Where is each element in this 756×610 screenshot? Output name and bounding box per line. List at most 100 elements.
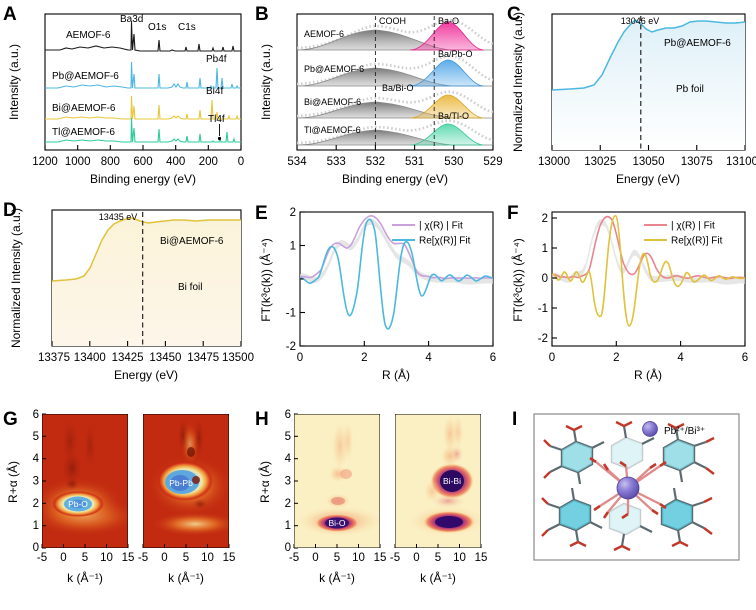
- panel-a-xtick-1: 1000: [65, 156, 91, 168]
- panel-a-xtick-6: 0: [238, 156, 244, 168]
- panel-b-metal-label-3: Ba/Tl-O: [438, 111, 469, 121]
- panel-c-curve-label-0: Pb@AEMOF-6: [664, 38, 731, 49]
- panel-e-xtick-1: 2: [361, 352, 367, 364]
- panel-d: D 13435 eV Bi@AEMOF-6 Bi foil: [0, 196, 254, 396]
- panel-f-ytick-1: -1: [538, 303, 548, 315]
- panel-a-curves: [45, 21, 241, 143]
- panel-f-ytick-3: 1: [542, 243, 548, 255]
- panel-b-row-0: [297, 18, 493, 51]
- panel-b-rows: [297, 16, 493, 150]
- panel-f-label: F: [507, 203, 519, 224]
- ring-top-right: [664, 440, 694, 470]
- panel-g: G: [0, 396, 252, 610]
- peak-label-o1s: O1s: [148, 22, 166, 33]
- panel-b-cooh-label: COOH: [379, 16, 406, 26]
- panel-f-xtick-0: 0: [549, 352, 555, 364]
- row3-envelope: [297, 119, 493, 145]
- panel-e-chart: | χ(R) | Fit Re[χ(R)] Fit 2 1 -1 -2 0 2 …: [258, 207, 496, 382]
- panel-g-map0-xticks: [41, 544, 129, 548]
- panel-f-curves: [552, 215, 745, 327]
- panel-i-label: I: [512, 409, 518, 430]
- panel-b-sample-2: Bi@AEMOF-6: [304, 97, 361, 107]
- panel-g-map1-xtick-3: 10: [201, 552, 214, 564]
- row0-envelope: [297, 18, 493, 50]
- panel-c-curves: [552, 16, 745, 150]
- panel-b-sample-0: AEMOF-6: [304, 29, 344, 39]
- panel-h-ytick-4: 4: [285, 453, 292, 465]
- panel-d-edge-label: 13435 eV: [99, 212, 138, 222]
- carboxylate-top-bonds: [549, 425, 707, 485]
- panel-f-re-chi-fit-curve: [552, 215, 745, 327]
- panel-h-map0-xtick-4: 15: [374, 552, 387, 564]
- panel-a-curve-label-0: AEMOF-6: [66, 30, 111, 41]
- panel-b-xtick-1: 533: [327, 156, 346, 168]
- panel-f-yticks: [552, 217, 557, 339]
- panel-c-edge-label: 13046 eV: [621, 16, 660, 26]
- panel-a-chart: AEMOF-6 Pb@AEMOF-6 Bi@AEMOF-6 Tl@AEMOF-6…: [7, 13, 244, 186]
- panel-a: A AEMOF-6 Pb@AEMOF-6 Bi@AEMOF-6 Tl@AEMOF…: [0, 0, 252, 196]
- row1-metal-peak: [409, 59, 485, 87]
- panel-h-map1-xlabel: k (Å⁻¹): [420, 570, 456, 585]
- panel-a-xtick-0: 1200: [32, 156, 58, 168]
- panel-b-metal-label-1: Ba/Pb-O: [438, 49, 473, 59]
- panel-e-ytick-2: 1: [290, 241, 296, 253]
- ring-bottom-left: [560, 500, 590, 530]
- panel-b-xlabel: Binding energy (eV): [342, 172, 448, 186]
- panel-g-yticks: [42, 413, 46, 549]
- panel-d-xticks: [51, 341, 242, 346]
- panel-g-map-1: [143, 414, 229, 548]
- panel-b-xtick-2: 532: [366, 156, 385, 168]
- panel-e-legend-label-1: Re[χ(R)] Fit: [419, 236, 471, 247]
- peak-label-pb4f: Pb4f: [206, 54, 227, 65]
- panel-h-map1-xtick-3: 10: [453, 552, 466, 564]
- panel-g-ytick-4: 4: [33, 453, 40, 465]
- panel-i-molecule: [541, 420, 715, 552]
- panel-f-ytick-4: 2: [542, 213, 548, 225]
- panel-b-sample-3: Tl@AEMOF-6: [304, 125, 361, 135]
- panel-f-ytick-0: -2: [538, 333, 548, 345]
- panel-b: B: [252, 0, 504, 196]
- panel-b-row-1: [297, 54, 493, 87]
- panel-h-map0-xtick-3: 10: [352, 552, 365, 564]
- panel-f-xtick-3: 6: [742, 352, 748, 364]
- panel-g-map0-xtick-3: 10: [100, 552, 113, 564]
- panel-g-map0-xtick-2: 5: [82, 552, 88, 564]
- panel-g-map1-xtick-4: 15: [223, 552, 236, 564]
- ring-bottom-mid: [610, 504, 640, 534]
- panel-a-xtick-5: 200: [199, 156, 218, 168]
- curve-aemof6: [45, 21, 241, 52]
- panel-e-xtick-0: 0: [297, 352, 303, 364]
- panel-c-xtick-3: 13075: [681, 156, 713, 168]
- panel-d-xtick-2: 13425: [112, 352, 144, 364]
- panel-a-xlabel: Binding energy (eV): [90, 172, 196, 186]
- panel-i-structure: Pb²⁺/Bi³⁺: [533, 413, 740, 561]
- pb-aemof6-curve: [552, 19, 745, 91]
- peak-label-ba3d: Ba3d: [120, 14, 143, 25]
- panel-g-map1-xtick-2: 5: [183, 552, 189, 564]
- panel-b-xtick-5: 529: [483, 156, 502, 168]
- curve-pb-aemof6: [45, 61, 241, 89]
- panel-d-xtick-5: 13500: [222, 352, 254, 364]
- ring-top-mid: [612, 438, 642, 468]
- panel-h-map1-xticks: [394, 544, 482, 548]
- panel-d-xtick-4: 13475: [187, 352, 219, 364]
- row2-metal-peak: [409, 94, 485, 119]
- panel-b-metal-label-0: Ba-O: [438, 16, 459, 26]
- panel-e-curves: [300, 215, 493, 330]
- pb-aemof6-fill: [552, 20, 745, 150]
- panel-h-map0-xtick-0: -5: [289, 552, 299, 564]
- panel-d-curve-label-1: Bi foil: [178, 282, 202, 293]
- panel-h-ytick-0: 0: [285, 542, 291, 554]
- panel-a-plot-frame: [44, 13, 242, 151]
- panel-a-curve-label-3: Tl@AEMOF-6: [52, 127, 115, 138]
- ring-top-left: [562, 442, 592, 472]
- panel-c-xtick-0: 13000: [538, 156, 570, 168]
- panel-c-xtick-4: 13100: [726, 156, 756, 168]
- panel-b-metal-label-2: Ba/Bi-O: [382, 83, 414, 93]
- panel-e-ytick-3: 2: [290, 207, 296, 219]
- panel-e-xlabel: R (Å): [382, 367, 410, 382]
- panel-h-ytick-5: 5: [285, 431, 291, 443]
- panel-e: E | χ(R) | Fit Re[χ(R)] Fit 2: [252, 196, 504, 396]
- carboxylate-bottom-bonds: [547, 487, 705, 547]
